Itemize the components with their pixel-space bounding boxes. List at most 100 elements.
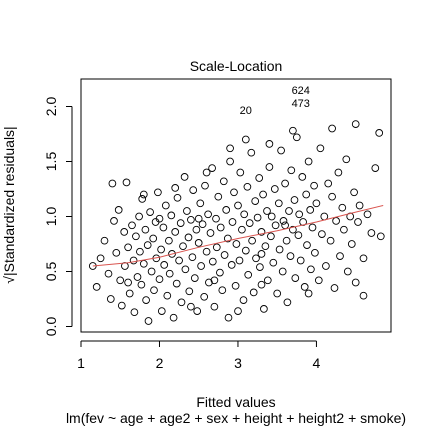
data-point: [303, 241, 311, 249]
data-point: [96, 254, 105, 263]
data-point: [212, 243, 221, 252]
data-point: [234, 201, 242, 210]
data-point: [255, 174, 264, 182]
data-point: [150, 286, 158, 295]
data-point: [161, 201, 170, 210]
data-point: [290, 196, 299, 204]
data-point: [248, 236, 256, 245]
data-point: [171, 184, 180, 192]
data-point: [92, 283, 101, 291]
data-point: [240, 210, 249, 219]
data-point: [194, 214, 203, 223]
data-point: [168, 250, 176, 258]
data-point: [251, 197, 260, 205]
data-point: [147, 267, 156, 276]
data-point: [230, 188, 238, 197]
data-point: [173, 193, 182, 202]
data-point: [181, 265, 190, 274]
data-point: [253, 213, 262, 222]
data-point: [179, 242, 187, 251]
data-point: [289, 126, 297, 135]
data-point: [224, 313, 233, 322]
point-label: 20: [240, 105, 252, 117]
data-point: [351, 120, 360, 128]
data-point: [114, 206, 123, 214]
data-point: [311, 248, 319, 257]
data-point: [106, 295, 115, 303]
points-layer: [88, 120, 385, 325]
data-point: [316, 144, 325, 153]
x-tick-label: 1: [77, 355, 85, 371]
data-point: [169, 313, 178, 322]
data-point: [261, 242, 270, 251]
data-point: [218, 286, 227, 295]
data-point: [231, 281, 240, 290]
data-point: [375, 129, 384, 137]
data-point: [177, 298, 186, 307]
data-point: [291, 274, 300, 282]
data-point: [154, 188, 162, 197]
data-point: [328, 124, 336, 133]
data-point: [285, 207, 293, 215]
data-point: [142, 296, 150, 304]
x-tick-label: 4: [313, 355, 321, 371]
data-point: [326, 236, 335, 245]
data-point: [100, 236, 109, 245]
data-point: [193, 307, 202, 315]
model-formula: lm(fev ~ age + age2 + sex + height + hei…: [66, 410, 406, 426]
data-point: [124, 278, 132, 287]
data-point: [252, 254, 260, 263]
data-point: [287, 166, 296, 175]
data-point: [241, 246, 250, 255]
data-point: [122, 178, 131, 187]
x-axis: 1 2 3 4: [77, 340, 321, 371]
data-point: [222, 206, 231, 214]
data-point: [283, 298, 292, 307]
data-point: [274, 199, 283, 208]
data-point: [200, 292, 209, 301]
data-point: [281, 221, 289, 230]
data-point: [216, 268, 224, 277]
data-point: [238, 225, 246, 234]
data-point: [110, 217, 118, 225]
data-point: [359, 254, 368, 263]
data-point: [210, 302, 219, 311]
data-point: [314, 276, 323, 285]
x-tick-label: 2: [156, 355, 164, 371]
data-point: [354, 218, 362, 226]
data-point: [271, 221, 280, 230]
data-point: [208, 257, 217, 266]
data-point: [263, 276, 272, 285]
data-point: [273, 289, 282, 298]
data-point: [212, 214, 220, 223]
data-point: [281, 179, 289, 188]
data-point: [171, 228, 180, 236]
data-point: [226, 157, 234, 166]
data-point: [363, 210, 372, 219]
data-point: [278, 267, 287, 276]
data-point: [312, 199, 321, 208]
data-point: [310, 181, 318, 190]
data-point: [257, 280, 266, 289]
data-point: [124, 243, 132, 252]
data-point: [198, 220, 207, 229]
data-point: [197, 262, 205, 270]
data-point: [146, 208, 154, 216]
data-point: [180, 173, 189, 181]
data-point: [201, 181, 209, 190]
data-point: [277, 146, 285, 155]
data-point: [269, 258, 278, 267]
data-point: [342, 155, 351, 164]
data-point: [260, 305, 268, 313]
data-point: [189, 186, 198, 194]
data-point: [359, 291, 368, 300]
data-point: [244, 270, 253, 279]
data-point: [129, 256, 138, 265]
data-point: [322, 262, 330, 270]
data-point: [302, 190, 311, 199]
data-point: [265, 163, 274, 171]
data-point: [135, 212, 143, 221]
data-point: [205, 278, 213, 287]
data-point: [304, 157, 313, 166]
data-point: [307, 265, 315, 274]
